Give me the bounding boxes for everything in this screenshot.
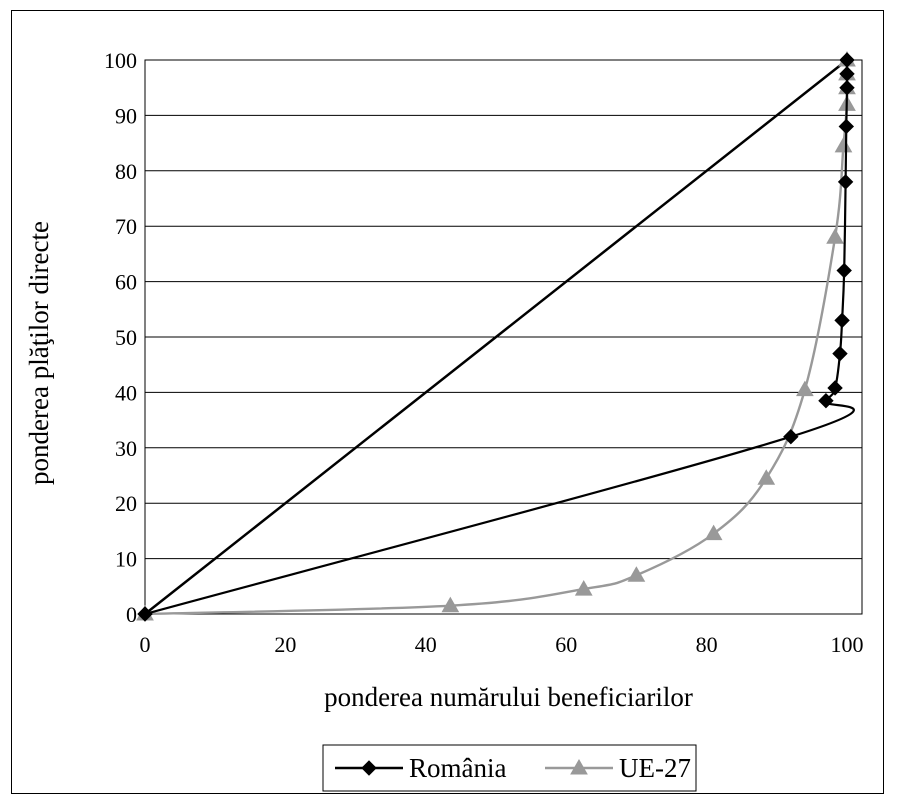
- grid-layer: [145, 114, 862, 560]
- data-point: [441, 596, 460, 613]
- data-point: [836, 262, 852, 279]
- equality-line: [144, 59, 848, 615]
- x-tick-label: 0: [140, 632, 151, 657]
- x-tick-labels: 0 20 40 60 80 100: [140, 632, 864, 657]
- data-point: [818, 393, 834, 409]
- x-tick-label: 20: [274, 632, 296, 657]
- y-tick-label: 90: [115, 103, 137, 128]
- legend-items: România UE-27: [335, 753, 691, 783]
- y-tick-label: 100: [104, 48, 137, 73]
- series-line: [144, 60, 855, 616]
- legend-label: România: [409, 753, 506, 783]
- y-axis-title: ponderea plăţilor directe: [24, 221, 54, 485]
- y-tick-label: 40: [115, 380, 137, 405]
- data-point: [574, 580, 593, 596]
- data-point: [838, 118, 855, 135]
- data-point: [783, 429, 799, 445]
- x-tick-label: 60: [555, 632, 577, 657]
- y-tick-label: 0: [126, 602, 137, 627]
- data-point: [834, 312, 850, 329]
- x-tick-label: 100: [831, 632, 864, 657]
- data-point: [627, 566, 646, 582]
- data-point: [826, 228, 844, 244]
- lorenz-chart: 0 10 20 30 40 50 60 70 80 90 100 0 20 40 60 80 100 pond…: [24, 48, 864, 792]
- reference-layer: [144, 59, 848, 615]
- x-tick-label: 40: [415, 632, 437, 657]
- data-point: [704, 524, 723, 541]
- data-point: [839, 52, 855, 68]
- data-point: [837, 174, 854, 190]
- legend-marker: [361, 760, 377, 776]
- legend-marker: [570, 758, 588, 775]
- y-tick-labels: 0 10 20 30 40 50 60 70 80 90 100: [104, 48, 137, 627]
- y-tick-label: 20: [115, 491, 137, 516]
- data-point: [796, 380, 814, 397]
- x-tick-label: 80: [696, 632, 718, 657]
- data-point: [757, 469, 776, 485]
- y-tick-label: 60: [115, 270, 137, 295]
- legend-entry: UE-27: [545, 753, 691, 783]
- data-point: [839, 66, 855, 82]
- y-tick-label: 30: [115, 436, 137, 461]
- chart-frame: 0 10 20 30 40 50 60 70 80 90 100 0 20 40 60 80 100 pond…: [11, 10, 884, 794]
- series-layer: [136, 50, 856, 622]
- y-tick-label: 80: [115, 159, 137, 184]
- y-tick-label: 70: [115, 214, 137, 239]
- legend-entry: România: [335, 753, 506, 783]
- data-point: [834, 136, 853, 153]
- y-tick-label: 10: [115, 547, 137, 572]
- legend-label: UE-27: [619, 753, 691, 783]
- data-point: [137, 606, 153, 622]
- plot-area: [144, 59, 863, 615]
- data-point: [832, 345, 848, 362]
- x-axis-title: ponderea numărului beneficiarilor: [324, 682, 693, 712]
- data-point: [827, 380, 843, 396]
- y-tick-label: 50: [115, 325, 137, 350]
- legend: România UE-27: [322, 744, 697, 792]
- data-point: [839, 79, 855, 96]
- series-romania: [137, 52, 855, 622]
